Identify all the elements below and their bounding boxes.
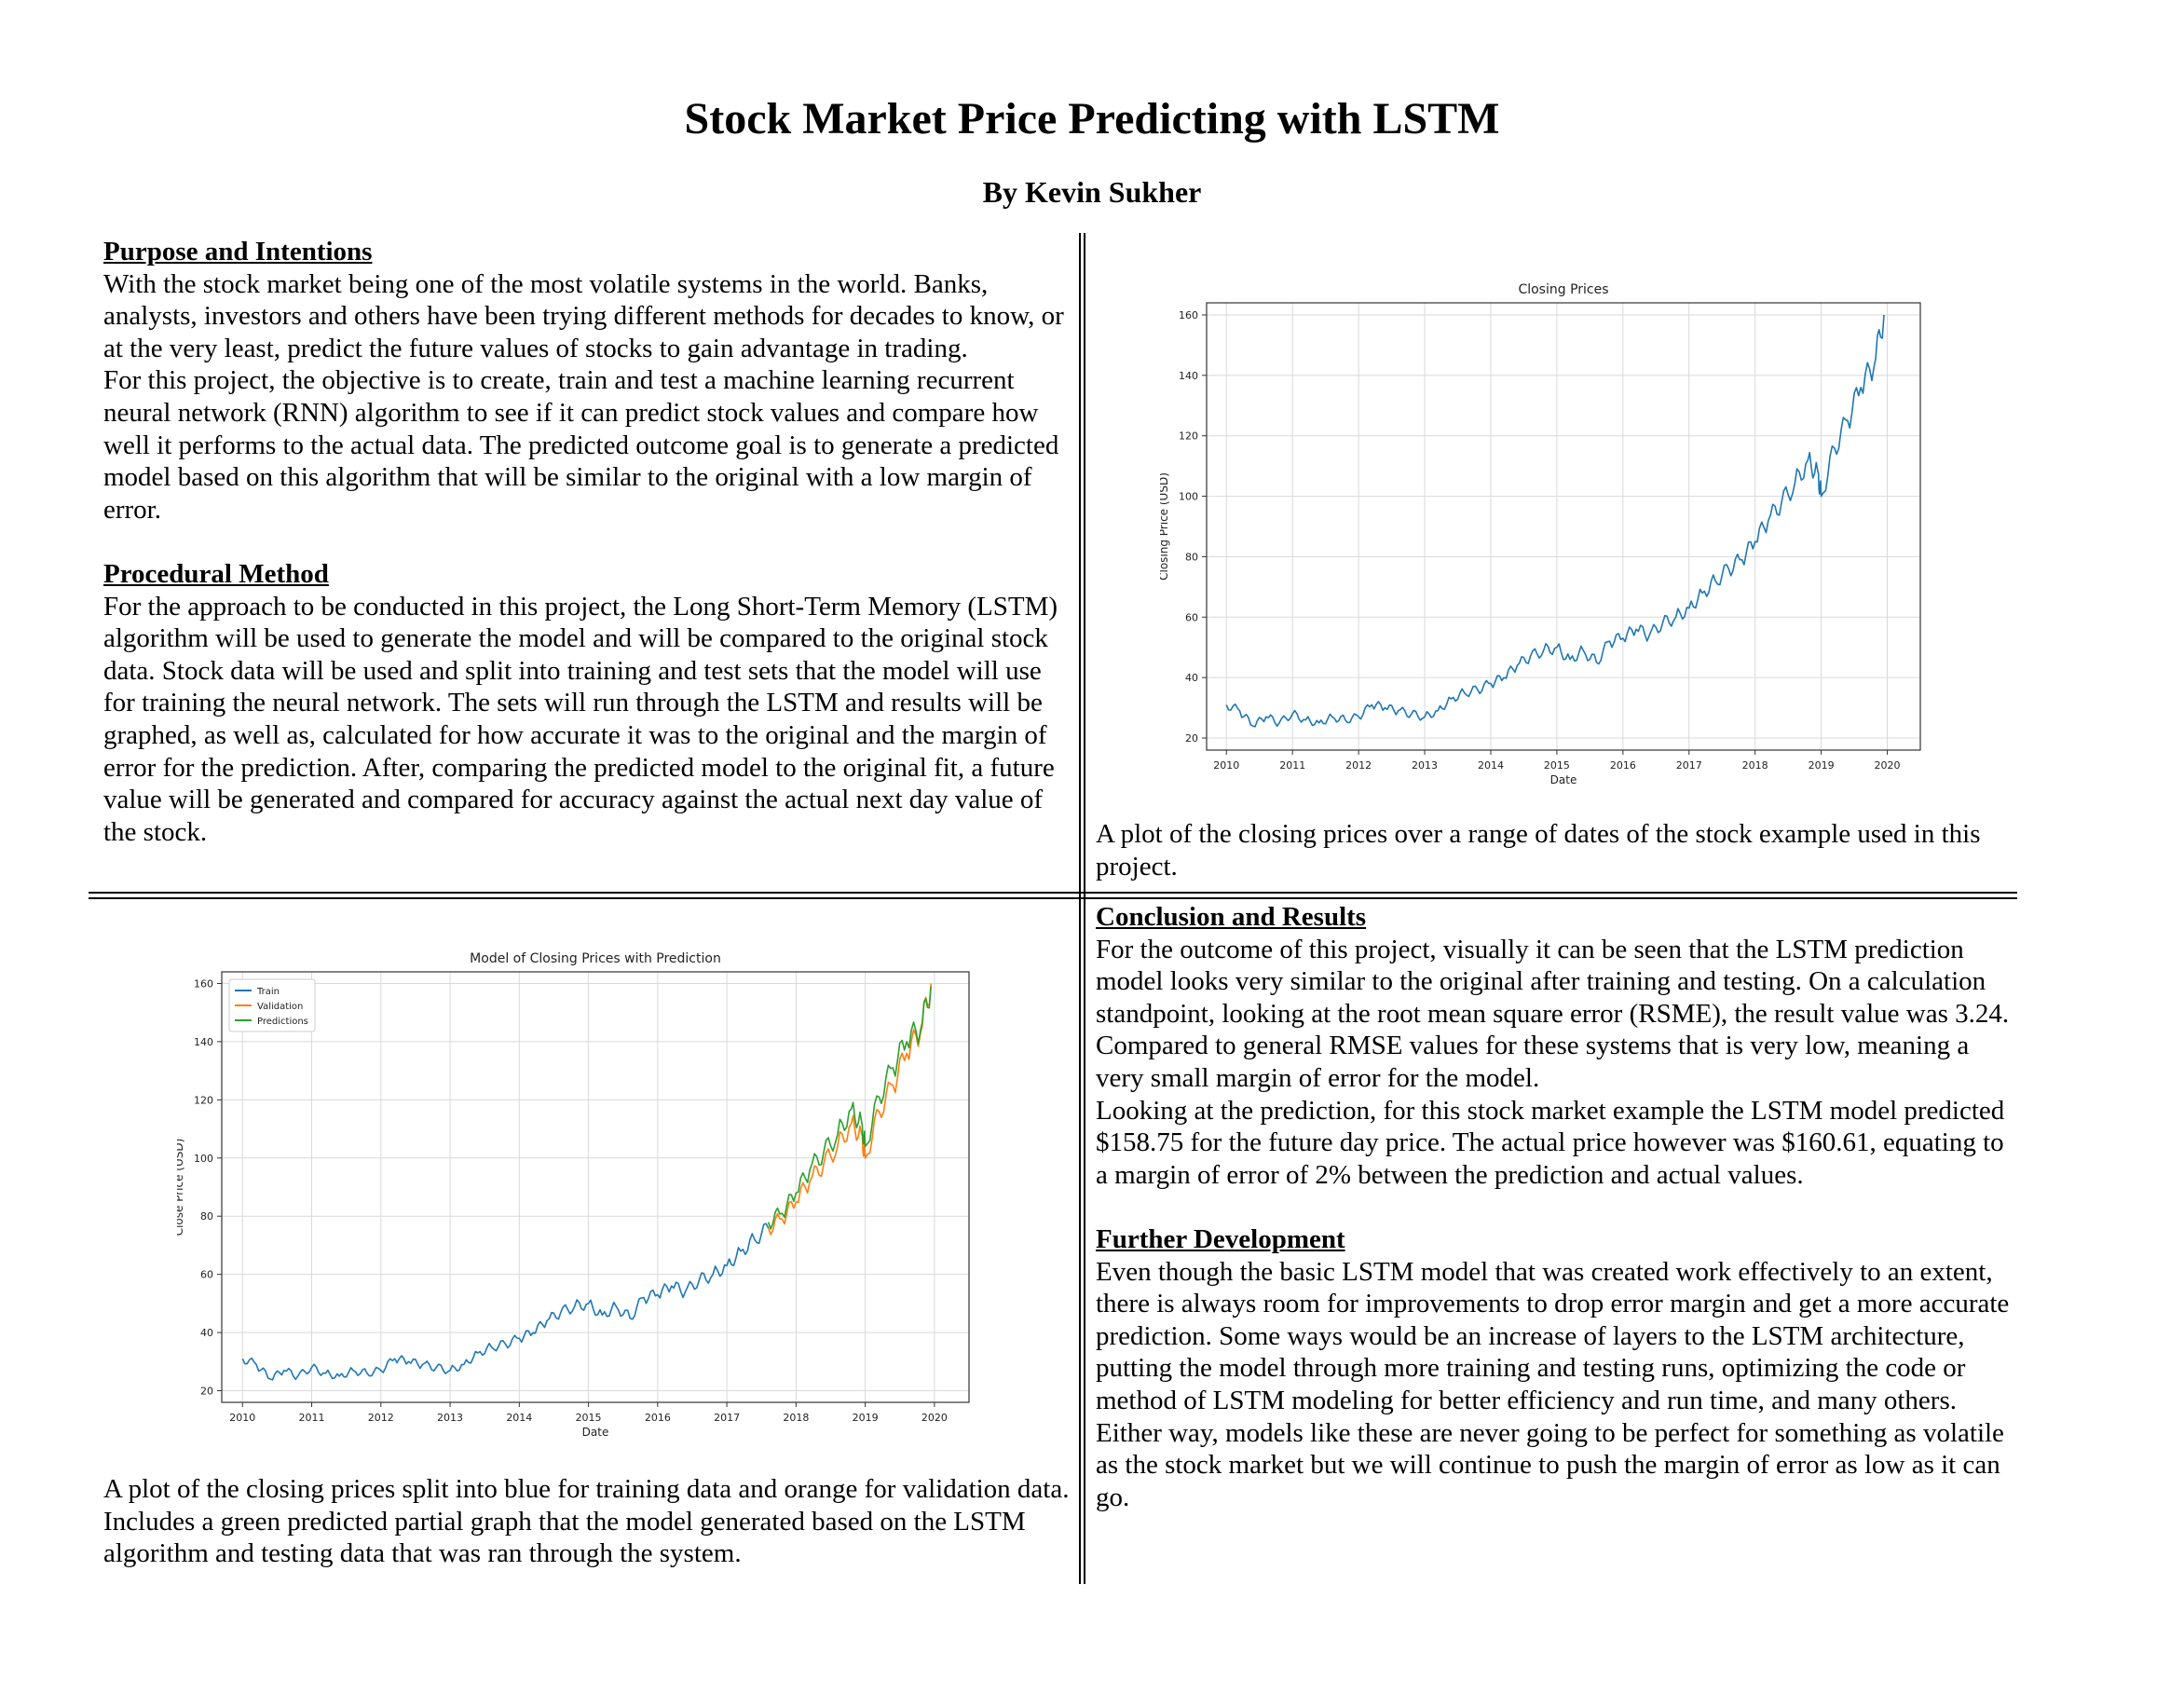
- conclusion-paragraph-1: For the outcome of this project, visuall…: [1096, 934, 2010, 1093]
- x-tick-label: 2013: [437, 1412, 463, 1424]
- x-tick-label: 2015: [1544, 759, 1570, 772]
- y-tick-label: 80: [1185, 551, 1198, 563]
- legend-label: Train: [256, 987, 280, 997]
- x-tick-label: 2017: [1676, 759, 1702, 772]
- y-tick-label: 20: [200, 1386, 213, 1398]
- method-heading: Procedural Method: [103, 558, 329, 589]
- x-tick-label: 2010: [1213, 759, 1239, 772]
- x-tick-label: 2014: [506, 1412, 532, 1424]
- x-tick-label: 2020: [1875, 759, 1901, 772]
- x-tick-label: 2019: [853, 1412, 879, 1424]
- horizontal-divider-double: [89, 897, 2017, 899]
- x-tick-label: 2012: [368, 1412, 394, 1424]
- series-line-train: [241, 1223, 770, 1381]
- y-tick-label: 140: [1179, 370, 1198, 382]
- y-tick-label: 140: [194, 1036, 213, 1048]
- y-axis-label: Close Price (USD): [177, 1139, 185, 1236]
- conclusion-heading: Conclusion and Results: [1096, 902, 1367, 932]
- purpose-heading: Purpose and Intentions: [103, 237, 373, 266]
- vertical-divider-double: [1084, 233, 1085, 1584]
- x-tick-label: 2014: [1478, 759, 1504, 772]
- y-tick-label: 120: [1179, 430, 1198, 443]
- spacer: [1096, 1191, 2018, 1223]
- prediction-model-chart: Model of Closing Prices with Prediction 2…: [177, 951, 970, 1439]
- page-title: Stock Market Price Predicting with LSTM: [684, 94, 1500, 143]
- x-tick-label: 2012: [1345, 759, 1372, 772]
- further-heading: Further Development: [1096, 1223, 1345, 1254]
- method-paragraph: For the approach to be conducted in this…: [103, 591, 1058, 847]
- chart-title: Closing Prices: [1518, 282, 1608, 297]
- y-tick-label: 120: [194, 1094, 213, 1106]
- y-tick-label: 80: [200, 1210, 213, 1223]
- y-tick-label: 60: [1185, 611, 1198, 623]
- x-axis-label: Date: [1550, 773, 1577, 786]
- x-tick-label: 2011: [299, 1412, 325, 1424]
- y-tick-label: 100: [1179, 491, 1198, 503]
- chart-title: Model of Closing Prices with Prediction: [470, 951, 721, 966]
- y-tick-label: 20: [1185, 732, 1198, 745]
- series-line-closing: [1225, 314, 1885, 728]
- plot-frame: [221, 971, 970, 1403]
- purpose-paragraph-2: For this project, the objective is to cr…: [103, 365, 1059, 525]
- x-tick-label: 2011: [1279, 759, 1305, 772]
- x-axis-label: Date: [582, 1426, 609, 1439]
- legend-label: Predictions: [257, 1017, 308, 1027]
- chart1-caption: A plot of the closing prices over a rang…: [1096, 819, 1981, 881]
- x-tick-label: 2018: [783, 1412, 809, 1424]
- series-line-validation: [767, 983, 932, 1236]
- vertical-divider: [1079, 233, 1081, 1584]
- x-tick-label: 2018: [1742, 759, 1768, 772]
- chart2-caption: A plot of the closing prices split into …: [103, 1474, 1070, 1569]
- y-tick-label: 160: [194, 977, 213, 990]
- author-byline: By Kevin Sukher: [982, 175, 1202, 209]
- conclusion-paragraph-2: Looking at the prediction, for this stoc…: [1096, 1095, 2005, 1190]
- series-line-predictions: [767, 986, 932, 1230]
- x-tick-label: 2010: [229, 1412, 255, 1424]
- plot-frame: [1206, 302, 1921, 751]
- further-paragraph: Even though the basic LSTM model that wa…: [1096, 1256, 2010, 1512]
- x-tick-label: 2020: [921, 1412, 948, 1424]
- x-tick-label: 2017: [714, 1412, 740, 1424]
- section-purpose-method: Purpose and Intentions With the stock ma…: [103, 236, 1072, 848]
- x-tick-label: 2016: [1610, 759, 1636, 772]
- section-conclusion-further: Conclusion and Results For the outcome o…: [1096, 901, 2018, 1513]
- horizontal-divider: [89, 892, 2017, 894]
- y-tick-label: 60: [200, 1269, 213, 1281]
- x-tick-label: 2016: [645, 1412, 671, 1424]
- legend-label: Validation: [257, 1002, 303, 1012]
- y-tick-label: 160: [1179, 309, 1198, 321]
- spacer: [103, 526, 1072, 558]
- x-tick-label: 2015: [576, 1412, 602, 1424]
- purpose-paragraph-1: With the stock market being one of the m…: [103, 268, 1064, 363]
- y-axis-label: Closing Price (USD): [1160, 472, 1170, 581]
- closing-prices-chart: Closing Prices 2010 2011 2012 2013 2014 2015 20…: [1160, 282, 1921, 786]
- legend-box: [228, 978, 316, 1032]
- y-tick-label: 100: [194, 1153, 213, 1165]
- y-tick-label: 40: [1185, 672, 1198, 684]
- x-tick-label: 2019: [1809, 759, 1835, 772]
- y-tick-label: 40: [200, 1327, 213, 1339]
- x-tick-label: 2013: [1412, 759, 1438, 772]
